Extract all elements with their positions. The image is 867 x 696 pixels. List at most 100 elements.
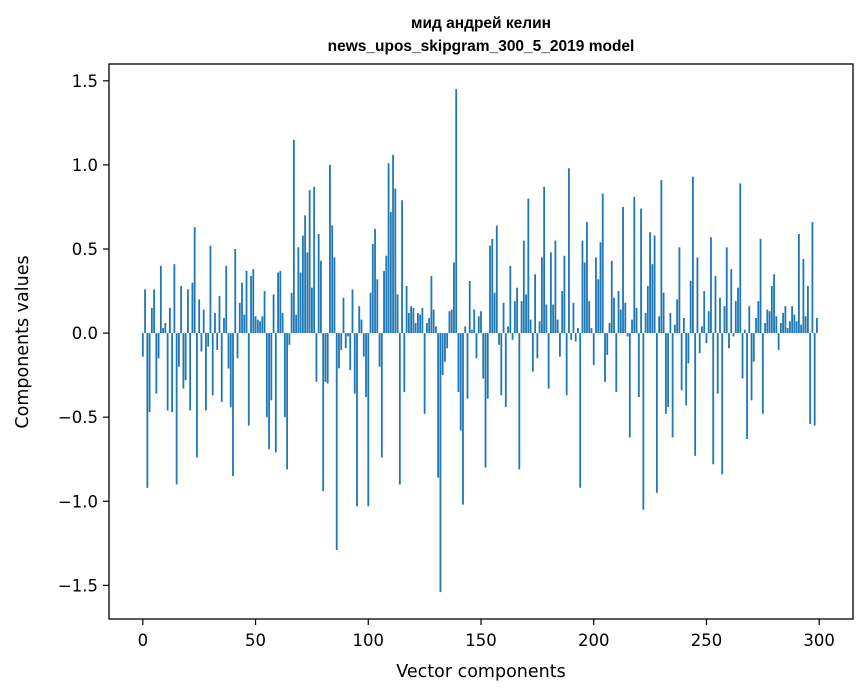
- bar: [297, 247, 300, 334]
- bar: [250, 275, 252, 334]
- bar: [166, 333, 169, 411]
- bar: [608, 323, 611, 334]
- bar: [556, 319, 559, 334]
- x-tick-label: 50: [245, 631, 266, 650]
- bar: [669, 312, 672, 334]
- bar: [349, 333, 352, 371]
- bar: [775, 316, 778, 334]
- bar: [811, 222, 814, 334]
- bar: [453, 262, 455, 334]
- bar: [148, 333, 151, 413]
- bar: [545, 304, 548, 334]
- bar: [640, 208, 642, 334]
- bar: [223, 317, 225, 334]
- bar: [484, 333, 487, 468]
- bar: [385, 255, 388, 334]
- bar: [351, 289, 354, 334]
- bar: [320, 260, 322, 334]
- bar: [322, 333, 325, 492]
- bar: [653, 235, 656, 334]
- bar: [491, 238, 494, 334]
- bar: [604, 333, 606, 382]
- bar: [177, 333, 180, 367]
- bar: [272, 294, 275, 334]
- bar: [475, 333, 478, 359]
- bar: [531, 333, 534, 372]
- bar: [286, 333, 289, 470]
- bar: [809, 333, 812, 424]
- bar: [613, 297, 615, 334]
- bar: [800, 324, 803, 334]
- bar: [220, 333, 223, 403]
- bar: [716, 333, 719, 394]
- chart-subtitle: news_upos_skipgram_300_5_2019 model: [328, 38, 635, 55]
- bar: [218, 296, 221, 334]
- bar: [606, 333, 609, 355]
- bar: [416, 312, 419, 334]
- x-tick-label: 100: [353, 631, 385, 650]
- bar: [175, 333, 178, 485]
- bar: [660, 180, 663, 334]
- bar: [441, 333, 444, 376]
- bar: [637, 333, 640, 397]
- bar: [202, 309, 205, 334]
- bar: [376, 279, 379, 334]
- bar: [615, 333, 618, 392]
- bar: [565, 333, 568, 396]
- bar: [412, 307, 415, 334]
- bar: [599, 242, 602, 334]
- bar: [687, 333, 690, 364]
- bar: [703, 291, 706, 334]
- y-tick-label: 0.5: [72, 240, 98, 259]
- bar: [150, 307, 153, 334]
- bar: [554, 240, 557, 334]
- bar: [428, 317, 431, 334]
- bar: [773, 274, 775, 334]
- plot-frame: [108, 63, 854, 620]
- bar: [540, 257, 543, 334]
- bar: [737, 287, 739, 334]
- bar: [432, 309, 435, 334]
- bar-series: [141, 89, 818, 593]
- bar: [493, 292, 496, 334]
- bar: [198, 299, 201, 334]
- bar: [610, 260, 613, 334]
- bar: [552, 304, 555, 334]
- bar: [482, 333, 485, 379]
- bar: [313, 186, 316, 334]
- bar: [597, 279, 600, 334]
- y-axis-ticks: −1.5 −1.0 −0.5 0.0 0.5 1.0 1.5: [58, 72, 109, 595]
- bar: [162, 328, 165, 334]
- bar: [365, 333, 367, 397]
- bar: [743, 329, 746, 334]
- bar: [563, 255, 566, 334]
- bar: [631, 319, 633, 334]
- bar: [480, 311, 482, 334]
- bar: [701, 326, 703, 334]
- bar: [791, 306, 794, 334]
- bar: [423, 333, 426, 414]
- bar: [577, 328, 579, 334]
- bar: [342, 297, 345, 334]
- bar: [685, 333, 688, 406]
- bar: [281, 312, 284, 334]
- y-tick-label: 1.0: [72, 156, 98, 175]
- bar: [252, 269, 255, 334]
- bar: [439, 333, 442, 593]
- bar: [141, 333, 144, 357]
- bar: [380, 333, 383, 458]
- bar: [421, 307, 424, 334]
- bar: [448, 311, 451, 334]
- bar: [301, 235, 304, 334]
- x-axis-label: Vector components: [396, 662, 565, 682]
- bar: [232, 333, 234, 477]
- bar: [619, 309, 622, 334]
- bar: [525, 294, 527, 334]
- bar: [414, 323, 417, 334]
- bar: [455, 89, 458, 334]
- bar: [721, 333, 724, 475]
- bar: [247, 333, 250, 426]
- bar: [389, 212, 392, 334]
- bar: [624, 302, 627, 334]
- chart-title: мид андрей келин: [411, 15, 551, 32]
